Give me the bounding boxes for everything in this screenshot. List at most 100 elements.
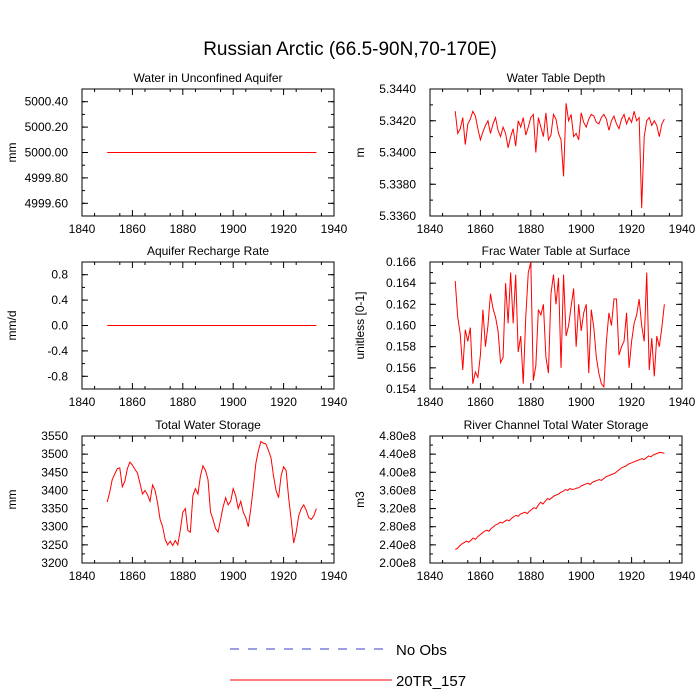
y-tick-label: 3350 <box>41 502 68 516</box>
y-axis-label: mm/d <box>5 311 19 341</box>
x-tick-label: 1860 <box>119 569 146 583</box>
panel-title: Water Table Depth <box>507 71 606 85</box>
y-axis-label: mm <box>5 143 19 163</box>
y-tick-label: 5.3400 <box>379 146 416 160</box>
x-tick-label: 1900 <box>568 222 595 236</box>
y-tick-label: 5000.20 <box>25 120 69 134</box>
y-tick-label: 4999.60 <box>25 196 69 210</box>
y-tick-label: 2.40e8 <box>379 538 416 552</box>
y-tick-label: 3.20e8 <box>379 502 416 516</box>
x-tick-label: 1900 <box>220 569 247 583</box>
x-tick-label: 1900 <box>220 222 247 236</box>
panel-4: Frac Water Table at Surface 1840 1860 1880 1… <box>353 244 696 409</box>
x-tick-label: 1920 <box>618 395 645 409</box>
x-tick-label: 1940 <box>669 222 696 236</box>
y-tick-label: 3450 <box>41 465 68 479</box>
y-tick-label: 2.80e8 <box>379 520 416 534</box>
y-tick-label: -0.8 <box>47 369 68 383</box>
x-tick-label: 1900 <box>220 395 247 409</box>
y-tick-label: 3550 <box>41 429 68 443</box>
x-tick-label: 1900 <box>568 569 595 583</box>
y-tick-label: 5.3360 <box>379 209 416 223</box>
panel-2: Water Table Depth 1840 1860 1880 1900 1920 194… <box>353 71 696 236</box>
panel-title: Aquifer Recharge Rate <box>147 244 269 258</box>
y-tick-label: 3500 <box>41 447 68 461</box>
panel-6: River Channel Total Water Storage 1840 186… <box>353 418 696 583</box>
x-tick-label: 1840 <box>417 222 444 236</box>
x-tick-label: 1940 <box>669 569 696 583</box>
panel-3: Aquifer Recharge Rate 1840 1860 1880 1900 192… <box>5 244 348 409</box>
series-line-20tr-157 <box>454 261 665 389</box>
x-tick-label: 1940 <box>321 395 348 409</box>
y-tick-label: 0.160 <box>386 319 416 333</box>
series-line-20tr-157 <box>454 103 665 209</box>
panel-1: Water in Unconfined Aquifer 1840 1860 1880 1… <box>5 71 348 236</box>
y-tick-label: 5000.00 <box>25 146 69 160</box>
x-tick-label: 1940 <box>321 569 348 583</box>
legend-item: No Obs <box>230 642 447 659</box>
y-tick-label: 3400 <box>41 483 68 497</box>
panel-title: Total Water Storage <box>155 418 261 432</box>
x-tick-label: 1880 <box>169 222 196 236</box>
y-tick-label: 0.0 <box>51 319 68 333</box>
series-line-20tr-157 <box>455 451 665 550</box>
y-tick-label: 0.156 <box>386 361 416 375</box>
y-axis-label: mm <box>5 490 19 510</box>
y-tick-label: 5000.40 <box>25 95 69 109</box>
legend-label: 20TR_157 <box>396 673 466 690</box>
y-tick-label: 3200 <box>41 556 68 570</box>
x-tick-label: 1940 <box>669 395 696 409</box>
y-tick-label: 0.162 <box>386 297 416 311</box>
x-tick-label: 1840 <box>417 395 444 409</box>
figure-title: Russian Arctic (66.5-90N,70-170E) <box>203 39 497 60</box>
y-tick-label: 0.8 <box>51 268 68 282</box>
legend-item: 20TR_157 <box>230 673 466 690</box>
x-tick-label: 1840 <box>417 569 444 583</box>
x-tick-label: 1860 <box>119 222 146 236</box>
y-tick-label: 3.60e8 <box>379 483 416 497</box>
y-axis-label: m3 <box>353 491 367 508</box>
plot-frame <box>429 88 683 217</box>
x-tick-label: 1940 <box>321 222 348 236</box>
x-tick-label: 1880 <box>517 395 544 409</box>
y-tick-label: 0.154 <box>386 382 416 396</box>
y-tick-label: 4999.80 <box>25 171 69 185</box>
legend-label: No Obs <box>396 642 447 659</box>
x-tick-label: 1880 <box>517 222 544 236</box>
x-tick-label: 1840 <box>69 569 96 583</box>
x-tick-label: 1860 <box>119 395 146 409</box>
x-tick-label: 1920 <box>270 569 297 583</box>
x-tick-label: 1860 <box>467 222 494 236</box>
x-tick-label: 1920 <box>270 222 297 236</box>
y-tick-label: 3300 <box>41 520 68 534</box>
y-axis-label: unitless [0-1] <box>353 291 367 359</box>
y-tick-label: 3250 <box>41 538 68 552</box>
panel-5: Total Water Storage 1840 1860 1880 1900 1920 1… <box>5 418 348 583</box>
x-tick-label: 1920 <box>618 222 645 236</box>
y-tick-label: 0.164 <box>386 276 416 290</box>
x-tick-label: 1900 <box>568 395 595 409</box>
y-tick-label: 5.3440 <box>379 82 416 96</box>
x-tick-label: 1840 <box>69 395 96 409</box>
panel-title: Frac Water Table at Surface <box>482 244 631 258</box>
plot-frame <box>429 261 683 390</box>
panels: Water in Unconfined Aquifer 1840 1860 1880 1… <box>5 71 696 583</box>
x-tick-label: 1880 <box>517 569 544 583</box>
plot-frame <box>81 435 335 564</box>
y-tick-label: 5.3380 <box>379 177 416 191</box>
panel-title: Water in Unconfined Aquifer <box>134 71 283 85</box>
series-line-20tr-157 <box>106 440 317 547</box>
y-tick-label: 5.3420 <box>379 114 416 128</box>
x-tick-label: 1880 <box>169 569 196 583</box>
y-tick-label: 4.80e8 <box>379 429 416 443</box>
x-tick-label: 1840 <box>69 222 96 236</box>
x-tick-label: 1920 <box>270 395 297 409</box>
y-tick-label: 4.40e8 <box>379 447 416 461</box>
legend: No Obs 20TR_157 <box>230 642 466 690</box>
y-tick-label: 0.158 <box>386 340 416 354</box>
y-axis-label: m <box>353 148 367 158</box>
plot-frame <box>429 435 683 564</box>
y-tick-label: -0.4 <box>47 344 68 358</box>
panel-title: River Channel Total Water Storage <box>464 418 649 432</box>
